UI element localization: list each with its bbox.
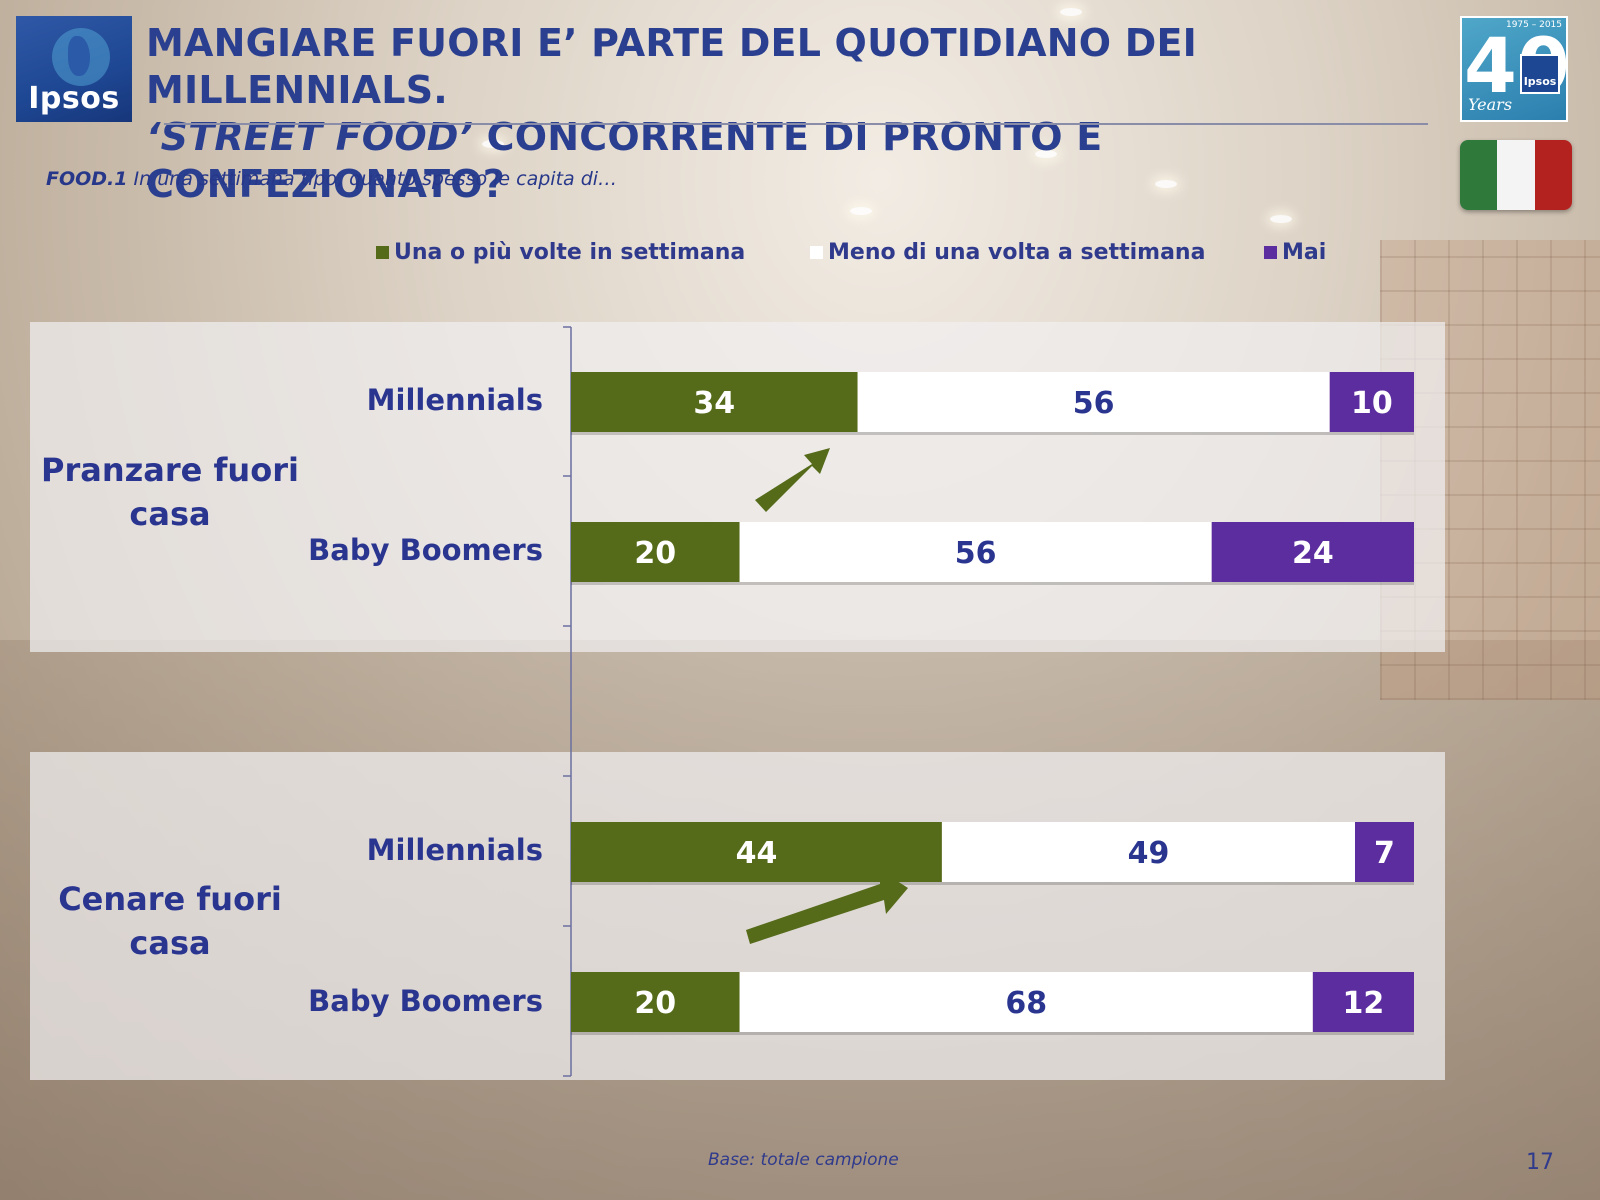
bar-shadow bbox=[571, 432, 1414, 435]
legend-label-weekly: Una o più volte in settimana bbox=[394, 240, 746, 265]
question-code: FOOD.1 bbox=[46, 168, 128, 190]
trend-arrow-icon bbox=[746, 870, 908, 944]
data-label-g0-r1-s0: 20 bbox=[634, 536, 676, 571]
bar-g1-r1-s2 bbox=[1312, 972, 1414, 1032]
head-icon bbox=[52, 28, 110, 86]
bar-g1-r0-s1 bbox=[941, 822, 1355, 882]
italy-flag-icon bbox=[1460, 140, 1572, 210]
bar-shadow bbox=[571, 882, 1414, 885]
data-label-g1-r1-s1: 68 bbox=[1005, 986, 1047, 1021]
bar-g0-r0-s2 bbox=[1329, 372, 1414, 432]
footer-note: Base: totale campione bbox=[708, 1150, 899, 1170]
trend-arrow-icon bbox=[755, 448, 830, 512]
bar-g0-r0-s0 bbox=[571, 372, 858, 432]
page-number: 17 bbox=[1526, 1150, 1554, 1175]
title-divider bbox=[164, 123, 1428, 125]
legend-item-never: Mai bbox=[1264, 240, 1326, 265]
bar-g1-r1-s0 bbox=[571, 972, 740, 1032]
data-label-g1-r0-s1: 49 bbox=[1128, 836, 1170, 871]
data-label-g1-r0-s2: 7 bbox=[1374, 836, 1395, 871]
ipsos-logo: Ipsos bbox=[16, 16, 132, 122]
flag-white-band bbox=[1497, 140, 1535, 210]
data-label-g0-r1-s1: 56 bbox=[955, 536, 997, 571]
bar-g0-r1-s0 bbox=[571, 522, 740, 582]
flag-green-band bbox=[1460, 140, 1498, 210]
title-line-2: ‘STREET FOOD’ CONCORRENTE DI PRONTO E CO… bbox=[146, 114, 1446, 208]
anniversary-years: 1975 – 2015 bbox=[1505, 20, 1562, 30]
legend-item-weekly: Una o più volte in settimana bbox=[376, 240, 745, 265]
data-label-g0-r0-s2: 10 bbox=[1351, 386, 1393, 421]
bar-g0-r1-s1 bbox=[739, 522, 1212, 582]
flag-red-band bbox=[1534, 140, 1572, 210]
page-title: MANGIARE FUORI E’ PARTE DEL QUOTIDIANO D… bbox=[146, 20, 1446, 208]
row-label-lunch-millennials: Millennials bbox=[366, 383, 543, 417]
question: FOOD.1 In una settimana tipo, quanto spe… bbox=[46, 168, 617, 190]
title-italic: ‘STREET FOOD’ bbox=[146, 115, 474, 159]
legend-label-less: Meno di una volta a settimana bbox=[828, 240, 1206, 265]
legend-item-less: Meno di una volta a settimana bbox=[810, 240, 1205, 265]
data-label-g1-r0-s0: 44 bbox=[736, 836, 778, 871]
data-label-g0-r0-s0: 34 bbox=[693, 386, 735, 421]
row-label-dinner-millennials: Millennials bbox=[366, 833, 543, 867]
data-label-g1-r1-s2: 12 bbox=[1343, 986, 1385, 1021]
bar-g1-r1-s1 bbox=[739, 972, 1313, 1032]
anniversary-badge: 1975 – 2015 40 Ipsos Years bbox=[1460, 16, 1570, 122]
title-line-1: MANGIARE FUORI E’ PARTE DEL QUOTIDIANO D… bbox=[146, 21, 1197, 112]
legend-swatch-purple bbox=[1264, 246, 1277, 259]
logo-text: Ipsos bbox=[28, 81, 120, 116]
bar-g0-r0-s1 bbox=[857, 372, 1330, 432]
bar-shadow bbox=[571, 1032, 1414, 1035]
bar-g0-r1-s2 bbox=[1211, 522, 1414, 582]
row-label-lunch-boomers: Baby Boomers bbox=[308, 533, 543, 567]
legend-swatch-green bbox=[376, 246, 389, 259]
row-label-dinner-boomers: Baby Boomers bbox=[308, 984, 543, 1018]
data-label-g1-r1-s0: 20 bbox=[634, 986, 676, 1021]
bar-g1-r0-s2 bbox=[1354, 822, 1414, 882]
anniversary-word: Years bbox=[1468, 95, 1513, 114]
title-rest: CONCORRENTE DI PRONTO E CONFEZIONATO? bbox=[146, 115, 1103, 206]
bar-shadow bbox=[571, 582, 1414, 585]
data-label-g0-r0-s1: 56 bbox=[1073, 386, 1115, 421]
group-label-lunch: Pranzare fuori casa bbox=[41, 451, 299, 533]
data-label-g0-r1-s2: 24 bbox=[1292, 536, 1334, 571]
group-label-dinner: Cenare fuori casa bbox=[58, 880, 282, 962]
legend-label-never: Mai bbox=[1282, 240, 1327, 265]
question-text: In una settimana tipo, quanto spesso le … bbox=[127, 168, 618, 190]
anniversary-mini-logo: Ipsos bbox=[1520, 54, 1560, 94]
legend-swatch-white bbox=[810, 246, 823, 259]
